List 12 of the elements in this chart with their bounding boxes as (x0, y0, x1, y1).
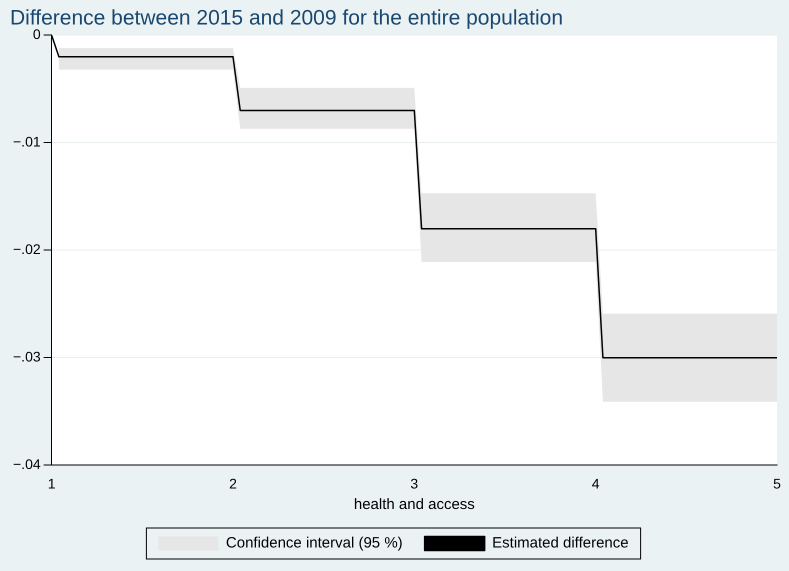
x-tick-label: 2 (229, 475, 238, 492)
x-axis-title: health and access (354, 496, 475, 514)
x-tick-label: 5 (773, 475, 782, 492)
y-tick-label: −.03 (12, 348, 41, 365)
legend-label: Estimated difference (492, 534, 629, 552)
y-tick-label: −.04 (12, 456, 41, 472)
y-tick-label: −.02 (12, 241, 41, 258)
y-tick-label: −.01 (12, 134, 41, 150)
x-tick-label: 1 (48, 475, 56, 492)
legend-label: Confidence interval (95 %) (226, 534, 403, 552)
x-tick-label: 4 (592, 475, 600, 492)
x-tick-label: 3 (410, 475, 418, 492)
